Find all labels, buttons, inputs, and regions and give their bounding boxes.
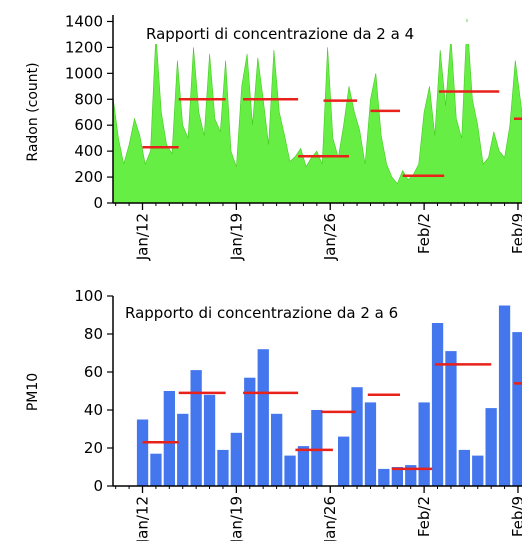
radon-y-tick-label: 1200 bbox=[65, 38, 103, 56]
chart-pm10: PM10 0 20 40 60 80 100 Jan/12 Jan/19 Jan/26 Feb/… bbox=[25, 287, 522, 541]
pm10-bar bbox=[351, 387, 363, 486]
pm10-title-background bbox=[118, 301, 494, 323]
pm10-bar bbox=[364, 402, 377, 486]
pm10-y-tick-label: 100 bbox=[74, 287, 103, 305]
pm10-x-tick-label: Feb/9 bbox=[509, 496, 522, 537]
pm10-bar bbox=[512, 332, 522, 486]
pm10-bar bbox=[311, 410, 323, 486]
radon-y-tick-label: 600 bbox=[74, 116, 103, 134]
radon-x-tick-label: Jan/26 bbox=[321, 213, 339, 261]
radon-y-tick-label: 400 bbox=[74, 142, 103, 160]
pm10-bar bbox=[378, 468, 390, 486]
radon-y-tick-label: 0 bbox=[93, 194, 103, 212]
pm10-x-tick-label: Jan/19 bbox=[227, 496, 245, 541]
pm10-bar bbox=[418, 402, 430, 486]
pm10-bar bbox=[230, 432, 242, 486]
pm10-y-tick-label: 60 bbox=[84, 363, 103, 381]
pm10-ratio-layer bbox=[142, 363, 522, 471]
pm10-x-ticks: Jan/12 Jan/19 Jan/26 Feb/2 Feb/9 bbox=[115, 486, 522, 541]
pm10-x-tick-label: Jan/26 bbox=[321, 496, 339, 541]
radon-y-axis-label: Radon (count) bbox=[25, 62, 41, 161]
pm10-x-tick-label: Feb/2 bbox=[415, 496, 433, 537]
pm10-y-axis-label: PM10 bbox=[25, 373, 41, 411]
pm10-bar bbox=[458, 449, 470, 486]
pm10-bar bbox=[136, 419, 149, 486]
pm10-bar bbox=[284, 455, 296, 486]
pm10-y-tick-label: 0 bbox=[93, 477, 103, 495]
pm10-bar bbox=[257, 349, 269, 486]
pm10-bar bbox=[338, 436, 350, 486]
radon-x-tick-label: Feb/2 bbox=[415, 213, 433, 254]
pm10-bar bbox=[271, 413, 283, 486]
radon-y-ticks: 0 200 400 600 800 1000 1200 1400 bbox=[65, 12, 113, 212]
pm10-y-tick-label: 80 bbox=[84, 325, 103, 343]
radon-chart-title: Rapporti di concentrazione da 2 a 4 bbox=[146, 25, 414, 43]
pm10-bar bbox=[431, 318, 444, 486]
pm10-bar bbox=[244, 377, 256, 486]
pm10-bar bbox=[445, 351, 457, 486]
radon-x-tick-label: Feb/9 bbox=[509, 213, 522, 254]
radon-y-tick-label: 1000 bbox=[65, 64, 103, 82]
pm10-bar bbox=[217, 449, 229, 486]
pm10-bar bbox=[177, 413, 189, 486]
radon-area-series bbox=[113, 18, 522, 203]
pm10-bar bbox=[297, 446, 310, 486]
pm10-bar bbox=[163, 391, 175, 486]
pm10-y-ticks: 0 20 40 60 80 100 bbox=[74, 287, 113, 495]
pm10-bar bbox=[485, 408, 497, 486]
pm10-bar bbox=[405, 465, 417, 486]
radon-y-tick-label: 800 bbox=[74, 90, 103, 108]
pm10-bar bbox=[472, 455, 484, 486]
radon-area-layer bbox=[113, 18, 522, 203]
pm10-bar bbox=[150, 453, 162, 486]
radon-x-ticks: Jan/12 Jan/19 Jan/26 Feb/2 Feb/9 bbox=[115, 203, 522, 261]
radon-y-tick-label: 1400 bbox=[65, 12, 103, 30]
pm10-y-tick-label: 20 bbox=[84, 439, 103, 457]
radon-x-tick-label: Jan/19 bbox=[227, 213, 245, 261]
pm10-bar bbox=[498, 305, 511, 486]
radon-title-background bbox=[138, 22, 510, 44]
pm10-bar-layer bbox=[136, 305, 522, 486]
pm10-x-tick-label: Jan/12 bbox=[134, 496, 152, 541]
radon-x-tick-label: Jan/12 bbox=[134, 213, 152, 261]
pm10-y-tick-label: 40 bbox=[84, 401, 103, 419]
pm10-chart-title: Rapporto di concentrazione da 2 a 6 bbox=[125, 304, 398, 322]
pm10-bar bbox=[391, 467, 403, 486]
radon-y-tick-label: 200 bbox=[74, 168, 103, 186]
radon-ratio-layer bbox=[142, 90, 522, 178]
pm10-bar bbox=[190, 370, 202, 486]
pm10-bar bbox=[203, 394, 216, 486]
chart-radon: Radon (count) 0200400600800100012001400 … bbox=[25, 12, 522, 261]
